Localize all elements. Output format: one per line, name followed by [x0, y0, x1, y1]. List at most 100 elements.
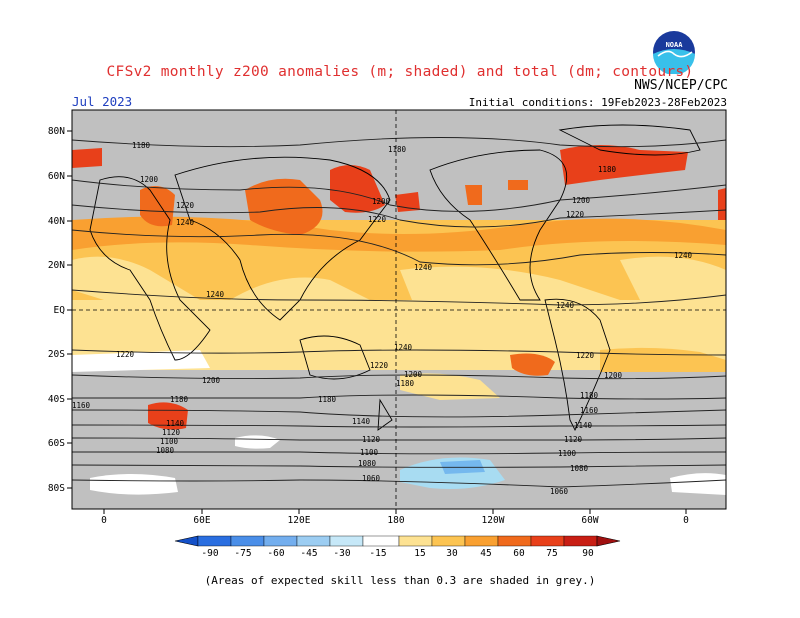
high-anomaly-east-asia	[330, 165, 385, 213]
orange-band-north	[72, 216, 726, 252]
contour-label: 1240	[674, 251, 693, 260]
high-anomaly-sa	[510, 353, 555, 376]
height-contours	[72, 137, 726, 488]
high-anomaly-atl	[718, 188, 726, 220]
contour-label: 1200	[572, 196, 591, 205]
lat-label-eq: EQ	[54, 305, 66, 316]
colorbar-label: 90	[582, 548, 594, 559]
lon-label-0: 0	[101, 515, 107, 526]
contour-label: 1180	[132, 141, 151, 150]
colorbar-label: 75	[546, 548, 557, 559]
near-zero-antarctic-1	[90, 474, 178, 495]
colorbar-cell	[362, 535, 400, 547]
contour-label: 1100	[558, 449, 577, 458]
contour-label: 1220	[176, 201, 195, 210]
near-zero-antarctic-2	[670, 473, 726, 495]
lon-label-0-east: 0	[683, 515, 689, 526]
colorbar-cell	[497, 535, 532, 547]
contour-label: 1220	[370, 361, 389, 370]
colorbar-left-arrow	[174, 535, 199, 547]
contour-label: 1120	[162, 428, 181, 437]
colorbar-label: 60	[513, 548, 525, 559]
colorbar-cell	[431, 535, 466, 547]
contour-label: 1100	[160, 437, 179, 446]
contour-label: 1180	[170, 395, 189, 404]
colorbar-label: -45	[300, 548, 317, 559]
colorbar-cell	[296, 535, 331, 547]
lon-label-60e: 60E	[193, 515, 210, 526]
contour-label: 1140	[574, 421, 593, 430]
contour-label: 1240	[394, 343, 413, 352]
contour-label: 1180	[598, 165, 617, 174]
contour-label: 1240	[206, 290, 225, 299]
lat-label-40s: 40S	[48, 394, 65, 405]
colorbar-label: -15	[369, 548, 386, 559]
contour-label: 1180	[388, 145, 407, 154]
contour-label: 1180	[580, 391, 599, 400]
contour-label: 1080	[358, 459, 377, 468]
contour-label: 1200	[202, 376, 221, 385]
contour-label: 1240	[414, 263, 433, 272]
high-anomaly-na-1	[465, 185, 482, 205]
contour-label: 1060	[550, 487, 569, 496]
contour-label: 1200	[604, 371, 623, 380]
colorbar-cell	[197, 535, 232, 547]
colorbar-cell	[398, 535, 433, 547]
contour-label: 1240	[556, 301, 575, 310]
axis-ticks	[67, 130, 687, 514]
contour-label: 1180	[396, 379, 415, 388]
lon-label-120e: 120E	[288, 515, 311, 526]
lat-label-80n: 80N	[48, 126, 65, 137]
tropical-yellow-2	[230, 277, 370, 345]
lat-label-20s: 20S	[48, 349, 65, 360]
contour-label: 1220	[576, 351, 595, 360]
contour-label-group: 1180 1180 1180 1200 1200 1200 1220 1220 …	[72, 141, 693, 496]
logo-text: NOAA	[666, 41, 684, 49]
contour-label: 1100	[360, 448, 379, 457]
contour-label: 1240	[176, 218, 195, 227]
lat-labels: 80N 60N 40N 20N EQ 20S 40S 60S 80S	[48, 126, 65, 494]
lat-label-20n: 20N	[48, 260, 65, 271]
contour-label: 1060	[362, 474, 381, 483]
colorbar-right-arrow	[596, 535, 621, 547]
lon-labels: 0 60E 120E 180 120W 60W 0	[101, 515, 689, 526]
colorbar-cell	[230, 535, 265, 547]
colorbar-label: 45	[480, 548, 491, 559]
colorbar-cell	[530, 535, 565, 547]
high-anomaly-south-indian	[148, 402, 188, 430]
tropical-yellow-3	[400, 266, 620, 330]
lat-label-60n: 60N	[48, 171, 65, 182]
lon-label-60w: 60W	[581, 515, 598, 526]
colorbar-label: -60	[267, 548, 284, 559]
contour-label: 1120	[362, 435, 381, 444]
colorbar-cell	[263, 535, 298, 547]
tropical-yellow-4	[620, 256, 726, 300]
tropical-yellow-1	[72, 256, 200, 312]
contour-label: 1120	[564, 435, 583, 444]
high-anomaly-asia	[245, 178, 323, 235]
contour-label: 1160	[580, 406, 599, 415]
colorbar: -90 -75 -60 -45 -30 -15 15 30 45 60 75 9…	[174, 535, 621, 559]
colorbar-cell	[563, 535, 598, 547]
colorbar-cell	[329, 535, 364, 547]
colorbar-label: -90	[201, 548, 218, 559]
lat-label-80s: 80S	[48, 483, 65, 494]
chart-title: CFSv2 monthly z200 anomalies (m; shaded)…	[106, 64, 694, 80]
high-anomaly-arctic-west	[72, 148, 102, 168]
colorbar-label: -30	[333, 548, 350, 559]
lat-label-60s: 60S	[48, 438, 65, 449]
contour-label: 1220	[368, 215, 387, 224]
contour-label: 1140	[352, 417, 371, 426]
agency-label: NWS/NCEP/CPC	[634, 78, 728, 93]
contour-label: 1160	[72, 401, 91, 410]
orange-south-pacific	[400, 373, 500, 400]
lon-label-120w: 120W	[482, 515, 505, 526]
contour-label: 1200	[404, 370, 423, 379]
lon-label-180: 180	[387, 515, 404, 526]
colorbar-cell	[464, 535, 499, 547]
contour-label: 1220	[116, 350, 135, 359]
lat-label-40n: 40N	[48, 216, 65, 227]
contour-label: 1200	[140, 175, 159, 184]
high-anomaly-na-2	[508, 180, 528, 190]
